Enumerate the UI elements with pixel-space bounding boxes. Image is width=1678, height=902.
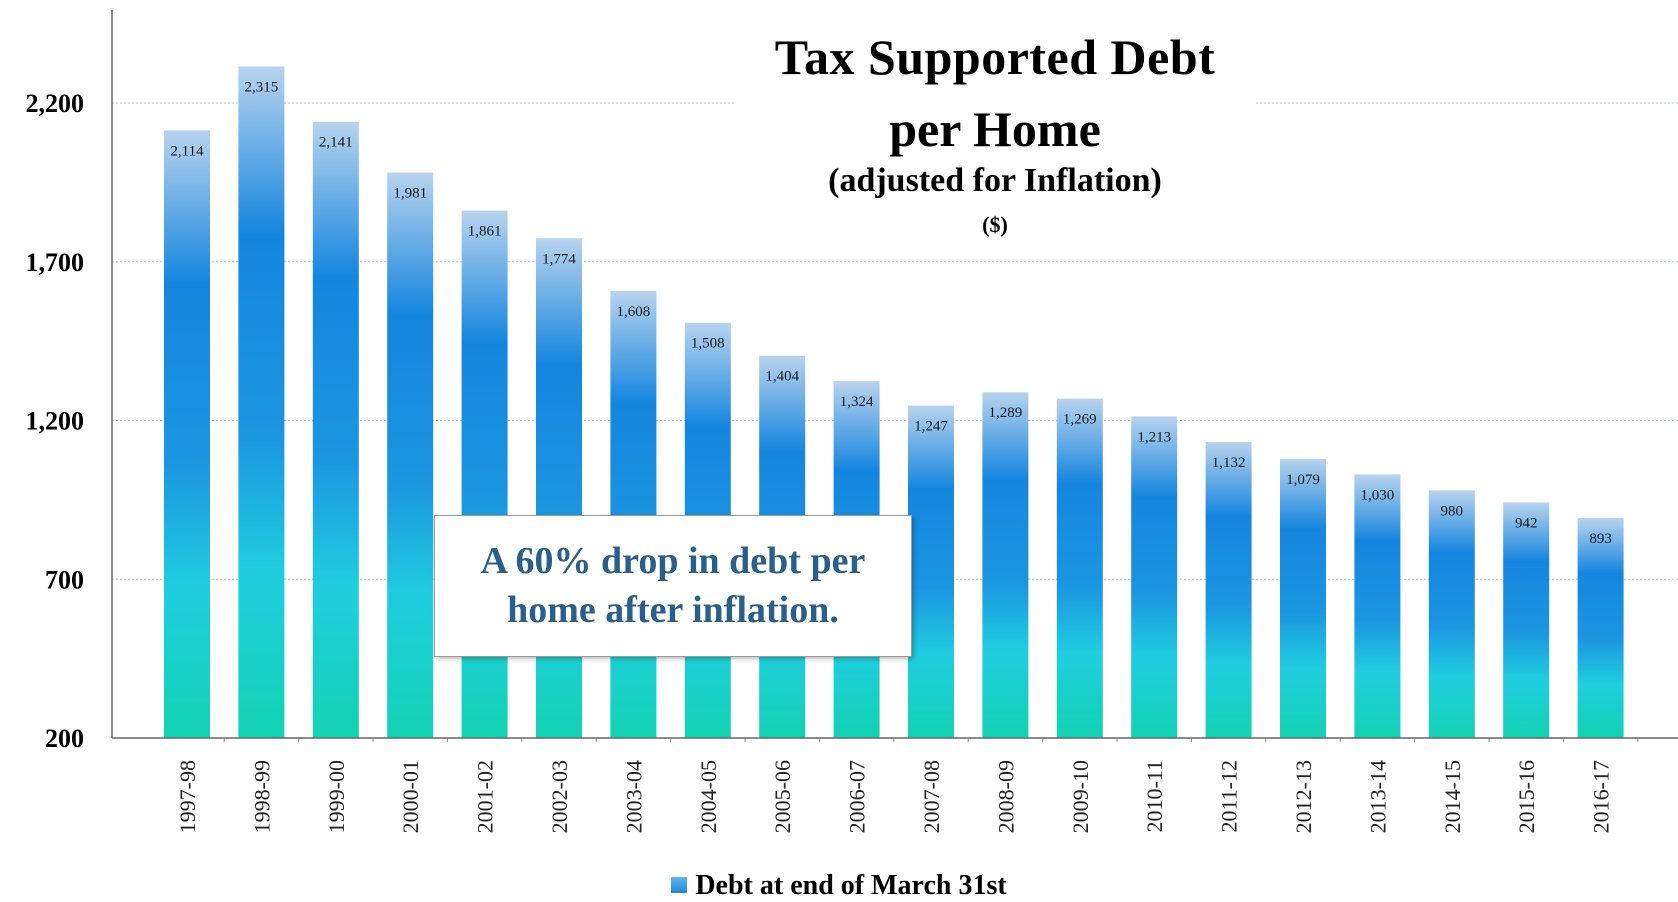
x-tick-label: 2007-08: [919, 760, 944, 833]
x-tick-label: 1997-98: [175, 760, 200, 833]
bar: [908, 405, 954, 738]
x-tick-label: 2012-13: [1291, 760, 1316, 833]
data-label: 1,774: [542, 251, 576, 267]
x-tick-label: 2010-11: [1142, 760, 1167, 833]
data-label: 1,079: [1286, 472, 1320, 488]
bar: [312, 121, 359, 739]
chart-subtitle: (adjusted for Inflation): [828, 162, 1162, 199]
title-background: [735, 18, 1255, 253]
data-label: 2,141: [319, 135, 353, 151]
x-tick-label: 2013-14: [1365, 760, 1390, 833]
bar: [1354, 474, 1401, 738]
data-label: 980: [1441, 503, 1464, 519]
data-label: 1,324: [840, 394, 874, 410]
annotation-callout: A 60% drop in debt per home after inflat…: [434, 515, 912, 657]
data-label: 1,608: [617, 304, 651, 320]
bar: [1280, 458, 1326, 738]
y-tick-labels: 200 700 1,200 1,700 2,200: [26, 89, 85, 753]
y-tick-label: 2,200: [26, 89, 85, 118]
data-label: 1,132: [1212, 455, 1246, 471]
x-tick-label: 2011-12: [1217, 760, 1242, 833]
x-tick-label: 2003-04: [621, 760, 646, 833]
x-tick-label: 2002-03: [547, 760, 572, 833]
bar: [1428, 490, 1475, 738]
bar: [1131, 416, 1178, 738]
axes: [111, 10, 1678, 739]
data-label: 1,269: [1063, 412, 1097, 428]
data-label: 1,247: [914, 419, 948, 435]
data-label: 1,981: [393, 186, 427, 202]
y-tick-label: 700: [45, 565, 84, 594]
data-label: 1,289: [989, 405, 1023, 421]
x-tick-label: 2015-16: [1514, 760, 1539, 833]
y-tick-label: 1,200: [26, 407, 85, 436]
bar: [164, 130, 210, 738]
legend: Debt at end of March 31st: [0, 870, 1678, 902]
data-label: 2,114: [170, 143, 204, 159]
bar: [1205, 442, 1252, 738]
bar: [461, 210, 508, 738]
x-tick-label: 1998-99: [249, 760, 274, 833]
data-label: 1,213: [1137, 429, 1171, 445]
x-tick-label: 2001-02: [473, 760, 498, 833]
data-label: 1,404: [765, 369, 799, 385]
x-tick-label: 2004-05: [696, 760, 721, 833]
y-tick-label: 200: [45, 724, 84, 753]
data-label: 1,861: [468, 224, 502, 240]
annotation-text: A 60% drop in debt per home after inflat…: [480, 539, 866, 631]
bar: [238, 66, 285, 739]
bar: [1503, 502, 1550, 738]
chart-title-line-1: Tax Supported Debt: [774, 29, 1216, 85]
bar: [610, 290, 657, 738]
gridlines: [112, 102, 1678, 580]
y-tick-label: 1,700: [26, 248, 85, 277]
data-label: 1,030: [1361, 487, 1395, 503]
bar: [982, 392, 1029, 738]
x-tick-labels: 1997-98 1998-99 1999-00 2000-01 2001-02 2002-…: [175, 760, 1614, 833]
bar: [1577, 517, 1624, 738]
chart-unit: ($): [982, 212, 1008, 237]
data-labels: 2,114 2,315 2,141 1,981 1,861 1,774 1,608 1,508…: [170, 79, 1611, 546]
data-label: 1,508: [691, 336, 725, 352]
bar: [1056, 398, 1103, 738]
x-tick-label: 2006-07: [845, 760, 870, 833]
x-tick-label: 2005-06: [770, 760, 795, 833]
x-tick-label: 2008-09: [993, 760, 1018, 833]
x-tick-label: 2014-15: [1440, 760, 1465, 833]
legend-swatch: [671, 877, 688, 893]
data-label: 2,315: [245, 79, 279, 95]
data-label: 942: [1515, 515, 1538, 531]
data-label: 893: [1589, 531, 1612, 547]
bar: [536, 238, 582, 738]
legend-label: Debt at end of March 31st: [695, 870, 1007, 901]
x-tick-label: 2009-10: [1068, 760, 1093, 833]
x-tick-label: 2016-17: [1589, 760, 1614, 833]
chart-title-line-2: per Home: [889, 101, 1101, 157]
bar: [387, 172, 434, 739]
x-tick-label: 2000-01: [398, 760, 423, 833]
x-tick-label: 1999-00: [324, 760, 349, 833]
